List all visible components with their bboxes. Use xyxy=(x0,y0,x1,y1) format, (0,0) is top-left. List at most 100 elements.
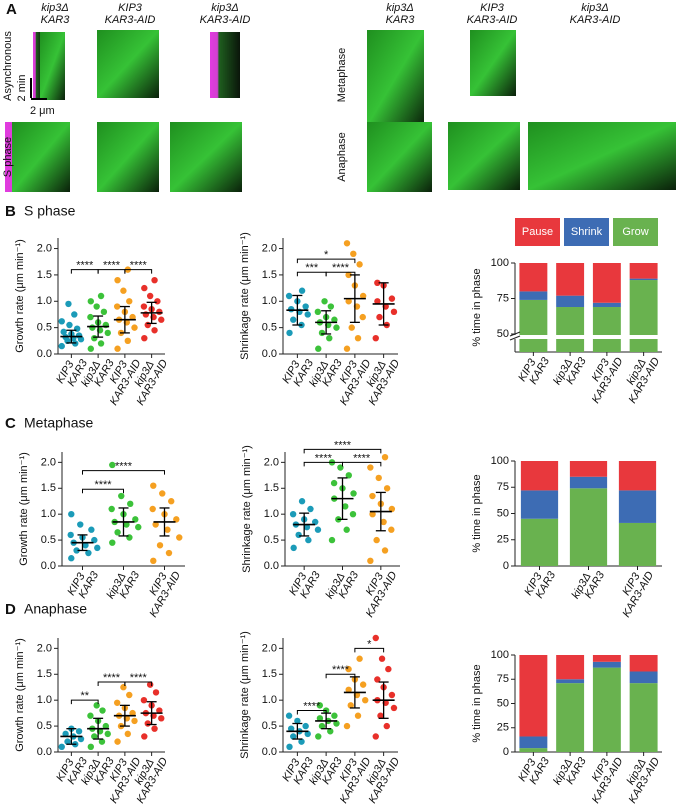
bar-segment xyxy=(556,307,585,352)
y-tick-label: 1.5 xyxy=(41,482,56,494)
scale-label: 2 μm xyxy=(30,105,55,117)
bar-segment xyxy=(629,683,658,752)
data-point xyxy=(359,681,367,688)
y-tick-label: 1.0 xyxy=(41,508,56,520)
data-point xyxy=(118,492,125,500)
significance-label: **** xyxy=(332,664,350,676)
bar-segment xyxy=(569,461,608,477)
significance-label: **** xyxy=(103,672,121,684)
header-line: kip3Δ xyxy=(581,2,609,14)
data-point xyxy=(165,549,173,557)
data-point xyxy=(373,536,380,544)
data-point xyxy=(350,250,357,258)
data-point xyxy=(298,738,305,745)
data-point xyxy=(62,730,69,738)
header-line: kip3Δ xyxy=(386,2,414,14)
y-tick-label: 1.5 xyxy=(264,482,279,494)
data-point xyxy=(151,725,158,732)
y-axis-label: % time in phase xyxy=(471,268,483,346)
data-point xyxy=(152,521,159,528)
legend-label: Grow xyxy=(622,226,648,238)
significance-bracket xyxy=(325,271,356,277)
data-point xyxy=(71,311,78,318)
bar-segment xyxy=(592,263,621,303)
data-point xyxy=(93,702,100,709)
bar-segment xyxy=(520,518,559,566)
bar-segment xyxy=(520,490,559,519)
row-label: Metaphase xyxy=(336,48,348,102)
y-tick-label: 100 xyxy=(491,257,509,269)
bar-segment xyxy=(519,291,548,300)
data-point xyxy=(100,308,108,316)
data-point xyxy=(151,327,158,334)
data-point xyxy=(380,518,387,526)
bar-segment xyxy=(556,683,585,752)
y-tick-label: 1.0 xyxy=(37,694,52,706)
data-point xyxy=(173,516,180,523)
y-tick-label: 50 xyxy=(497,328,509,340)
data-point xyxy=(388,691,396,699)
data-point xyxy=(66,321,73,329)
data-point xyxy=(109,461,116,469)
data-point xyxy=(362,696,369,704)
data-point xyxy=(345,298,352,305)
significance-bracket xyxy=(82,488,124,494)
data-point xyxy=(302,722,309,730)
chart: % time in phase 0 25 50 75 100 KIP3KAR3 kip3ΔKA… xyxy=(471,649,662,806)
data-point xyxy=(113,699,121,706)
y-axis-label: Growth rate (μm min⁻¹) xyxy=(14,638,26,752)
significance-bracket xyxy=(124,681,153,687)
data-point xyxy=(97,292,105,300)
x-tick-label: KIP3KAR3-AID xyxy=(580,750,625,804)
y-tick-label: 0.5 xyxy=(264,534,279,546)
panel-title: Anaphase xyxy=(24,601,87,617)
data-point xyxy=(87,345,95,352)
data-point xyxy=(127,500,134,508)
y-tick-label: 0.0 xyxy=(262,348,277,360)
data-point xyxy=(141,334,148,342)
data-point xyxy=(82,542,89,549)
x-tick-label: kip3ΔKAR3-AID xyxy=(617,350,662,405)
y-tick-label: 75 xyxy=(497,481,509,493)
scale-label: 2 min xyxy=(16,75,28,102)
data-point xyxy=(295,531,302,539)
data-point xyxy=(176,534,183,541)
data-point xyxy=(298,498,306,505)
y-axis-label: Growth rate (μm min⁻¹) xyxy=(14,239,26,353)
data-point xyxy=(327,728,334,735)
y-tick-label: 2.0 xyxy=(41,456,56,468)
header-line: KAR3 xyxy=(41,14,71,26)
bar-segment xyxy=(618,461,657,491)
y-tick-label: 0.5 xyxy=(37,322,52,334)
data-point xyxy=(58,342,65,350)
significance-bracket xyxy=(296,710,327,715)
data-point xyxy=(374,298,381,305)
data-point xyxy=(156,707,163,714)
significance-label: **** xyxy=(103,260,121,272)
y-axis-label: Shrinkage rate (μm min⁻¹) xyxy=(239,631,251,759)
data-point xyxy=(58,318,65,325)
data-point xyxy=(345,686,352,694)
data-point xyxy=(286,329,293,337)
break-mark xyxy=(509,335,521,341)
data-point xyxy=(109,539,116,546)
y-tick-label: 2.0 xyxy=(37,642,52,654)
bar-segment xyxy=(556,655,585,680)
y-tick-label: 25 xyxy=(497,534,509,546)
data-point xyxy=(316,715,324,722)
significance-label: **** xyxy=(94,479,112,491)
x-tick-label: KIP3KAR3 xyxy=(516,749,552,789)
data-point xyxy=(356,655,363,662)
break-mark xyxy=(509,331,521,337)
data-point xyxy=(159,490,166,497)
y-tick-label: 0.0 xyxy=(37,746,52,758)
data-point xyxy=(58,743,65,751)
x-tick-label: KIP3KAR3 xyxy=(65,563,101,603)
data-point xyxy=(304,730,311,738)
x-tick-label: KIP3KAR3-AID xyxy=(580,350,625,405)
y-tick-label: 0 xyxy=(503,746,509,758)
data-point xyxy=(381,547,389,554)
significance-bracket xyxy=(296,258,356,264)
data-point xyxy=(318,329,326,337)
significance-label: **** xyxy=(130,260,148,272)
